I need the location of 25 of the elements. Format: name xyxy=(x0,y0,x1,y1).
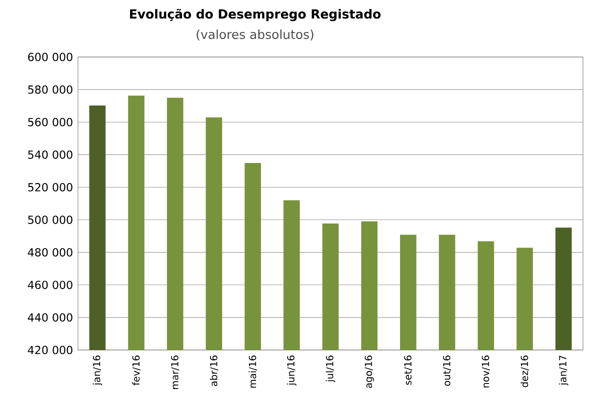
x-tick-label: abr/16 xyxy=(210,355,218,386)
chart-title: Evolução do Desemprego Registado xyxy=(130,8,381,22)
y-tick-label: 420 000 xyxy=(28,346,72,354)
y-tick-label: 560 000 xyxy=(28,118,72,126)
x-tick-label: fev/16 xyxy=(132,356,140,386)
x-tick-label: jul/16 xyxy=(326,355,336,382)
x-tick-label: dez/16 xyxy=(520,355,529,388)
x-tick-label: jan/17 xyxy=(558,356,568,386)
y-tick-label: 580 000 xyxy=(28,85,72,94)
x-tick-label: set/16 xyxy=(404,356,412,385)
x-tick-label: nov/16 xyxy=(482,355,490,388)
x-tick-label: out/16 xyxy=(443,355,452,386)
y-tick-label: 440 000 xyxy=(28,313,72,322)
y-tick-label: 540 000 xyxy=(28,150,72,159)
x-tick-label: ago/16 xyxy=(364,355,374,388)
x-tick-label: mar/16 xyxy=(171,355,180,389)
y-tick-label: 500 000 xyxy=(28,216,72,224)
y-tick-label: 480 000 xyxy=(28,248,72,257)
chart-subtitle: (valores absolutos) xyxy=(196,29,314,41)
y-tick-label: 600 000 xyxy=(28,52,72,62)
y-tick-label: 520 000 xyxy=(28,183,72,192)
x-tick-label: mai/16 xyxy=(248,355,257,388)
y-tick-label: 460 000 xyxy=(28,280,72,290)
x-tick-label: jan/16 xyxy=(92,355,102,386)
x-tick-label: jun/16 xyxy=(286,355,296,386)
